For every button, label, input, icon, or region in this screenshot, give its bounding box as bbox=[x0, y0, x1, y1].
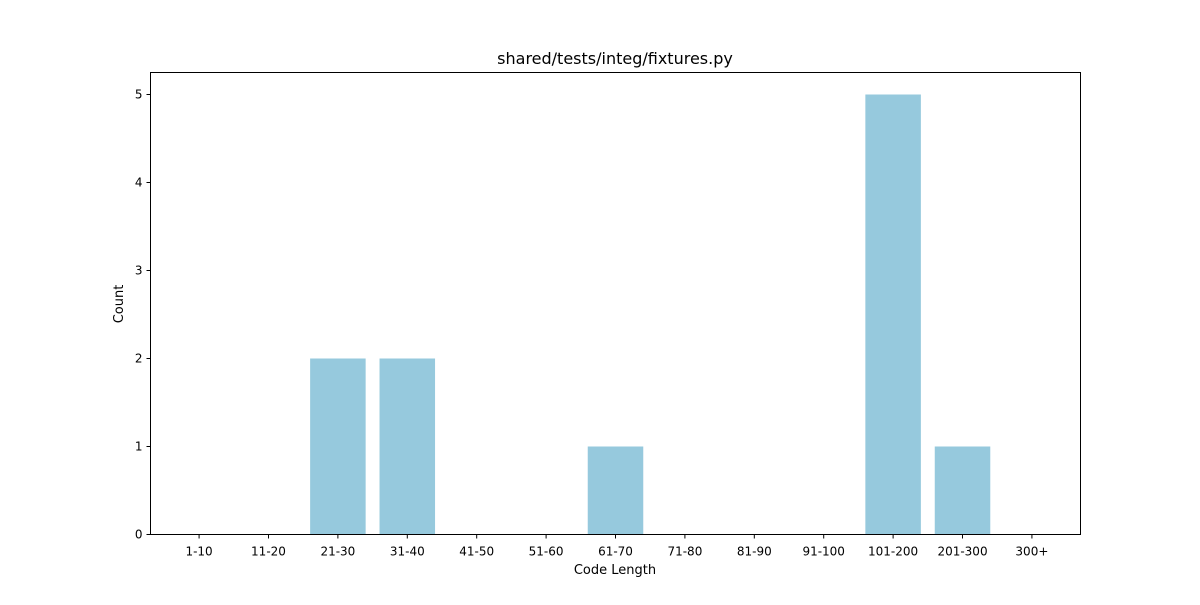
bar-101-200 bbox=[865, 94, 921, 535]
bar-21-30 bbox=[310, 358, 366, 535]
y-tick-label: 5 bbox=[135, 88, 143, 102]
x-tick-label: 81-90 bbox=[737, 545, 772, 559]
y-tick-label: 0 bbox=[135, 528, 143, 542]
bar-61-70 bbox=[587, 446, 644, 535]
y-tick-label: 1 bbox=[135, 440, 143, 454]
x-axis: 1-10 11-20 21-30 31-40 41-50 51-60 61-70 71-80 8… bbox=[185, 534, 1048, 559]
bar-31-40 bbox=[379, 358, 436, 535]
x-tick-label: 31-40 bbox=[390, 545, 425, 559]
x-tick-label: 71-80 bbox=[667, 545, 702, 559]
x-tick-label: 41-50 bbox=[459, 545, 494, 559]
x-tick-label: 101-200 bbox=[868, 545, 918, 559]
chart-title: shared/tests/integ/fixtures.py bbox=[497, 49, 733, 68]
bars-group bbox=[310, 94, 991, 535]
x-axis-label: Code Length bbox=[574, 563, 656, 578]
x-tick-label: 300+ bbox=[1015, 545, 1048, 559]
x-tick-label: 51-60 bbox=[529, 545, 564, 559]
x-tick-label: 91-100 bbox=[802, 545, 845, 559]
y-tick-label: 3 bbox=[135, 264, 143, 278]
x-tick-label: 201-300 bbox=[937, 545, 987, 559]
y-tick-label: 2 bbox=[135, 352, 143, 366]
x-tick-label: 11-20 bbox=[251, 545, 286, 559]
x-tick-label: 1-10 bbox=[185, 545, 212, 559]
x-tick-label: 21-30 bbox=[320, 545, 355, 559]
y-tick-label: 4 bbox=[135, 176, 143, 190]
y-axis-label: Count bbox=[112, 285, 127, 324]
x-tick-label: 61-70 bbox=[598, 545, 633, 559]
bar-201-300 bbox=[934, 446, 991, 535]
y-axis: 0 1 2 3 4 5 bbox=[135, 88, 151, 542]
